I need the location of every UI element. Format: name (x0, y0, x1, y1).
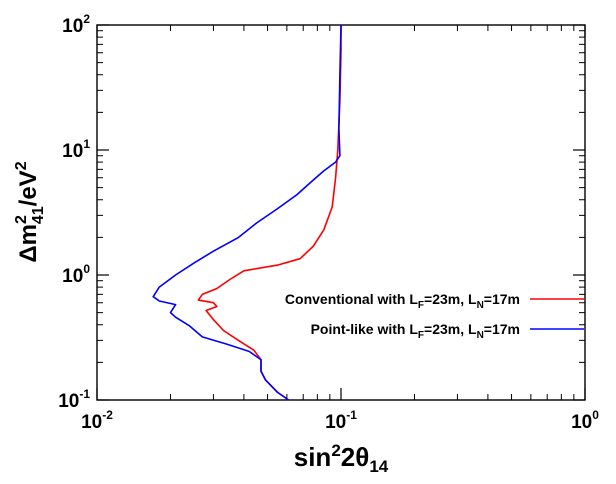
y-tick-exp: 1 (83, 137, 90, 151)
y-axis-title-post-sup: 2 (13, 161, 30, 170)
y-tick-base: 10 (62, 16, 83, 37)
legend-label-2: Point-like with LF=23m, LN=17m (311, 321, 520, 341)
y-tick-exp: 0 (83, 262, 90, 276)
x-tick-base: 10 (571, 412, 592, 433)
x-axis-title-mid: 2θ (341, 442, 370, 472)
x-tick-label: 10-1 (325, 408, 357, 433)
legend-subscript: F (418, 300, 424, 311)
legend-text-part: =17m (484, 321, 520, 337)
x-tick-exp: -1 (346, 408, 357, 422)
y-axis-title-sub: 41 (30, 206, 47, 224)
y-tick-base: 10 (62, 266, 83, 287)
x-tick-label: 10-2 (81, 408, 113, 433)
y-tick-base: 10 (62, 141, 83, 162)
y-tick-label: 100 (62, 262, 90, 287)
legend-subscript: F (418, 330, 424, 341)
x-axis-title-sub: 14 (369, 457, 388, 476)
y-axis-title-post: /eV (15, 170, 42, 206)
x-tick-label: 100 (571, 408, 599, 433)
legend-subscript: N (477, 330, 484, 341)
legend-text-part: =23m, L (424, 321, 477, 337)
x-axis-title-base: sin (294, 442, 332, 472)
x-tick-base: 10 (81, 412, 102, 433)
y-axis-title: Δm241/eV2 (13, 161, 47, 262)
x-tick-exp: -2 (102, 408, 113, 422)
legend-text-part: Point-like with L (311, 321, 419, 337)
y-tick-label: 10-1 (58, 387, 90, 412)
y-axis-title-pre: Δm (15, 224, 42, 263)
y-tick-label: 102 (62, 12, 90, 37)
y-tick-base: 10 (58, 391, 79, 412)
y-tick-exp: -1 (79, 387, 90, 401)
legend-text-part: =17m (484, 291, 520, 307)
legend-text-part: =23m, L (424, 291, 477, 307)
series-line-2 (152, 24, 342, 401)
x-axis-title-sup: 2 (331, 441, 340, 460)
legend-label-1: Conventional with LF=23m, LN=17m (285, 291, 520, 311)
x-tick-base: 10 (325, 412, 346, 433)
legend-text-part: Conventional with L (285, 291, 418, 307)
y-tick-exp: 2 (83, 12, 90, 26)
x-tick-exp: 0 (592, 408, 599, 422)
x-axis-title: sin22θ14 (294, 441, 389, 476)
series-line-1 (197, 25, 342, 401)
legend-subscript: N (477, 300, 484, 311)
y-axis-title-sup: 2 (13, 215, 30, 224)
y-tick-label: 101 (62, 137, 90, 162)
